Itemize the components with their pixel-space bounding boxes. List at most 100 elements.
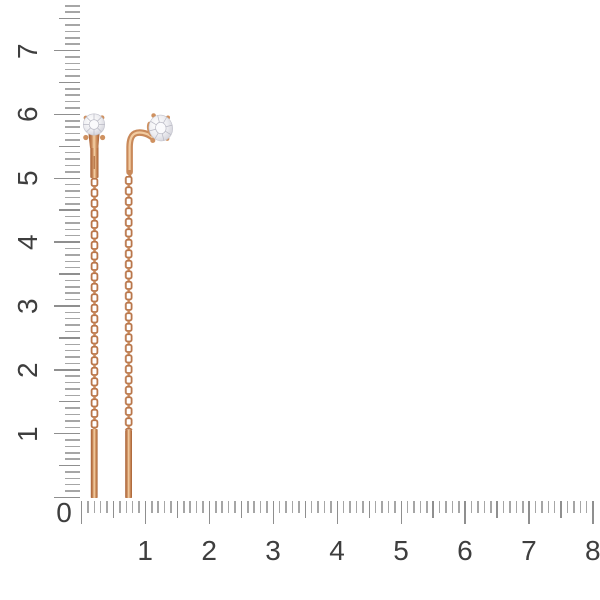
ruler-number: 5 [393,535,410,566]
ruler-tick [285,501,287,513]
ruler-tick [470,501,473,513]
ruler-origin-label: 0 [56,497,72,528]
ruler-tick [202,501,204,513]
ruler-tick [573,501,575,513]
stone-facets [149,115,173,141]
ruler-tick [106,501,108,513]
ruler-tick [59,145,80,148]
ruler-tick [151,501,153,513]
ruler-tick [445,501,447,513]
ruler-tick [59,337,80,339]
ruler-tick [54,113,80,116]
curved-post [126,129,156,176]
earring-front-view [83,113,106,498]
ruler-tick [65,24,80,26]
ruler-tick [227,501,230,513]
ruler-tick [438,501,441,513]
ruler-number: 2 [12,361,43,378]
ruler-tick [342,501,345,513]
earring-side-view [124,113,173,498]
ruler-tick [54,49,80,52]
ruler-tick [362,501,364,513]
ruler-tick [528,501,530,524]
ruler-tick [272,501,275,524]
ruler-number: 6 [457,535,474,566]
ruler-tick [259,501,262,513]
ruler-tick [298,501,300,513]
ruler-tick [496,501,498,518]
ruler-tick [131,501,134,513]
ruler-tick [65,75,80,77]
stone-setting [88,134,100,148]
ruler-tick [221,501,223,513]
ruler-tick [208,501,211,524]
ruler-tick [93,501,96,513]
ruler-tick [234,501,236,513]
ruler-tick [387,501,390,513]
ruler-tick [490,501,492,513]
ruler-number: 6 [12,106,43,123]
ruler-tick [483,501,486,513]
post-connector [128,170,132,177]
ruler-tick [195,501,198,513]
ruler-number: 4 [329,535,346,566]
ruler-tick [394,501,396,513]
ruler-tick [419,501,422,513]
ruler-tick [330,501,332,513]
ruler-tick [65,11,80,13]
ruler-tick [317,501,319,513]
ruler-tick [266,501,268,513]
ruler-tick [592,501,594,524]
ruler-tick [579,501,582,513]
ruler-tick [215,501,217,513]
ruler-tick [54,305,80,307]
ruler-tick [54,432,80,435]
ruler-number: 7 [521,535,538,566]
ruler-tick [65,68,80,71]
ruler-tick [247,501,249,513]
ruler-tick [432,501,434,518]
ruler-tick [65,62,80,65]
ruler-tick [240,501,243,518]
ruler-tick [119,501,121,513]
ruler-tick [54,369,80,371]
ruler-tick [65,88,80,90]
ruler-tick [477,501,479,513]
ruler-tick [400,501,402,524]
ruler-tick [368,501,371,518]
ruler-number: 7 [12,42,43,59]
ruler-tick [458,501,460,513]
stone-facets [83,113,105,136]
ruler-tick [99,501,102,513]
ruler-tick [183,501,185,513]
ruler-tick [65,94,80,96]
ruler-tick [59,273,80,275]
ruler-tick [374,501,377,513]
ruler-tick [547,501,550,513]
ruler-tick [59,400,80,403]
ruler-tick [144,501,147,524]
ruler-tick [464,501,466,524]
post-slot [93,156,95,169]
threader-bar [125,430,132,498]
ruler-tick [54,177,80,179]
ruler-tick [125,501,127,513]
ruler-tick [189,501,191,513]
ruler-tick [80,501,83,524]
ruler-tick [381,501,383,513]
ruler-tick [355,501,358,513]
ruler-tick [451,501,454,513]
ruler-number: 2 [201,535,218,566]
ruler-tick [336,501,339,524]
ruler-tick [560,501,562,518]
ruler-number: 4 [12,234,43,251]
ruler-tick [310,501,313,513]
ruler-tick [163,501,166,513]
ruler-tick [65,43,80,45]
ruler-tick [278,501,281,513]
ruler-tick [59,17,80,20]
ruler-tick [59,209,80,211]
ruler-tick [406,501,409,513]
ruler-tick [65,37,80,39]
